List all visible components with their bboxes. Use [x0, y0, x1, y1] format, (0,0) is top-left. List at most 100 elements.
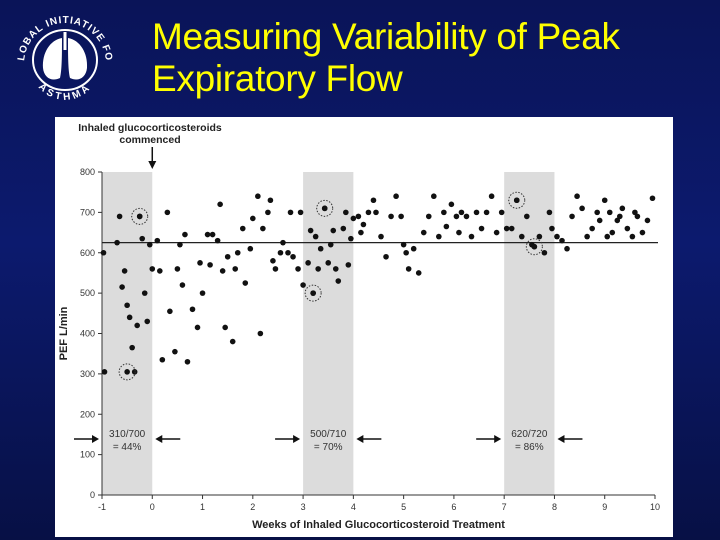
- data-point: [232, 266, 239, 272]
- data-point: [405, 266, 412, 272]
- data-point: [524, 213, 530, 220]
- circled-point: [321, 205, 328, 212]
- circled-point-ring: [304, 284, 322, 302]
- data-point: [360, 221, 367, 228]
- data-point: [604, 233, 611, 240]
- data-point: [488, 193, 495, 200]
- data-point: [121, 268, 128, 274]
- data-point: [255, 193, 261, 200]
- data-point: [182, 231, 188, 238]
- data-point: [174, 266, 181, 272]
- annotation-arrowhead-right: [557, 435, 565, 443]
- circled-point: [310, 290, 316, 296]
- data-point: [634, 213, 641, 220]
- data-point: [315, 266, 321, 272]
- data-point: [204, 231, 211, 238]
- data-point: [214, 237, 221, 244]
- data-point: [425, 213, 432, 220]
- circled-point-ring: [508, 191, 526, 209]
- circled-point: [136, 213, 143, 220]
- variability-annotation-line-2: = 44%: [113, 442, 142, 453]
- data-point: [131, 369, 138, 375]
- data-point: [348, 235, 354, 242]
- y-tick-label: 300: [80, 369, 95, 379]
- data-point: [343, 209, 349, 216]
- data-point: [518, 233, 525, 240]
- data-point: [305, 260, 311, 266]
- data-point: [250, 215, 256, 222]
- data-point: [101, 369, 108, 375]
- data-point: [242, 280, 249, 286]
- data-point: [177, 241, 183, 248]
- slide-title-line-2: Expiratory Flow: [152, 58, 403, 99]
- y-tick-label: 200: [80, 409, 95, 419]
- data-point: [370, 197, 377, 204]
- data-point: [219, 268, 226, 274]
- data-point: [614, 217, 621, 224]
- variability-annotation-line-1: 500/710: [310, 429, 347, 440]
- data-point: [327, 241, 334, 248]
- data-point: [443, 223, 450, 230]
- shaded-band-1: [303, 172, 354, 495]
- variability-annotation-line-1: 310/700: [109, 429, 146, 440]
- data-point: [277, 249, 284, 256]
- data-point: [549, 225, 555, 232]
- x-tick-label: 9: [602, 502, 607, 512]
- commenced-arrow-head: [148, 161, 157, 169]
- slide-title-line-1: Measuring Variability of Peak: [152, 16, 620, 57]
- data-point: [332, 266, 339, 272]
- data-point: [624, 225, 631, 232]
- data-point: [179, 282, 186, 288]
- data-point: [503, 225, 510, 232]
- data-point: [234, 249, 241, 256]
- data-point: [355, 213, 362, 220]
- data-point: [345, 262, 352, 268]
- data-point: [463, 213, 470, 220]
- x-tick-label: 2: [250, 502, 255, 512]
- data-point: [157, 268, 163, 274]
- data-point: [260, 225, 266, 232]
- data-point: [199, 290, 206, 296]
- data-point: [541, 249, 548, 256]
- data-point: [270, 258, 276, 264]
- data-point: [498, 209, 505, 216]
- lungs-icon: [42, 38, 88, 80]
- data-point: [340, 225, 347, 232]
- data-point: [559, 237, 565, 244]
- data-point: [239, 225, 246, 232]
- data-point: [164, 209, 171, 216]
- data-point: [378, 233, 384, 240]
- data-point: [632, 209, 638, 216]
- y-tick-label: 800: [80, 167, 95, 177]
- circled-point-ring: [525, 238, 543, 256]
- x-tick-label: 6: [451, 502, 456, 512]
- data-point: [483, 209, 490, 216]
- data-point: [335, 278, 342, 284]
- x-tick-label: 7: [502, 502, 507, 512]
- data-point: [272, 266, 279, 272]
- data-point: [300, 282, 306, 288]
- gina-logo: GLOBAL INITIATIVE FOR ASTHMA: [10, 8, 113, 103]
- data-point: [456, 229, 462, 236]
- data-point: [601, 197, 608, 204]
- y-axis-title: PEF L/min: [58, 306, 70, 360]
- y-tick-label: 500: [80, 288, 95, 298]
- data-point: [441, 209, 447, 216]
- variability-annotation-line-1: 620/720: [511, 429, 548, 440]
- data-point: [564, 245, 570, 252]
- data-point: [350, 215, 357, 222]
- data-point: [100, 249, 107, 256]
- data-point: [126, 314, 133, 321]
- data-point: [606, 209, 613, 216]
- data-point: [295, 266, 301, 272]
- data-point: [139, 235, 146, 242]
- data-point: [330, 227, 337, 234]
- data-point: [473, 209, 480, 216]
- y-tick-label: 700: [80, 207, 95, 217]
- x-tick-label: 8: [552, 502, 557, 512]
- data-point: [159, 356, 166, 363]
- slide-title: Measuring Variability of Peak Expiratory…: [152, 16, 712, 100]
- data-point: [149, 266, 156, 272]
- data-point: [431, 193, 437, 200]
- circled-point: [124, 369, 130, 375]
